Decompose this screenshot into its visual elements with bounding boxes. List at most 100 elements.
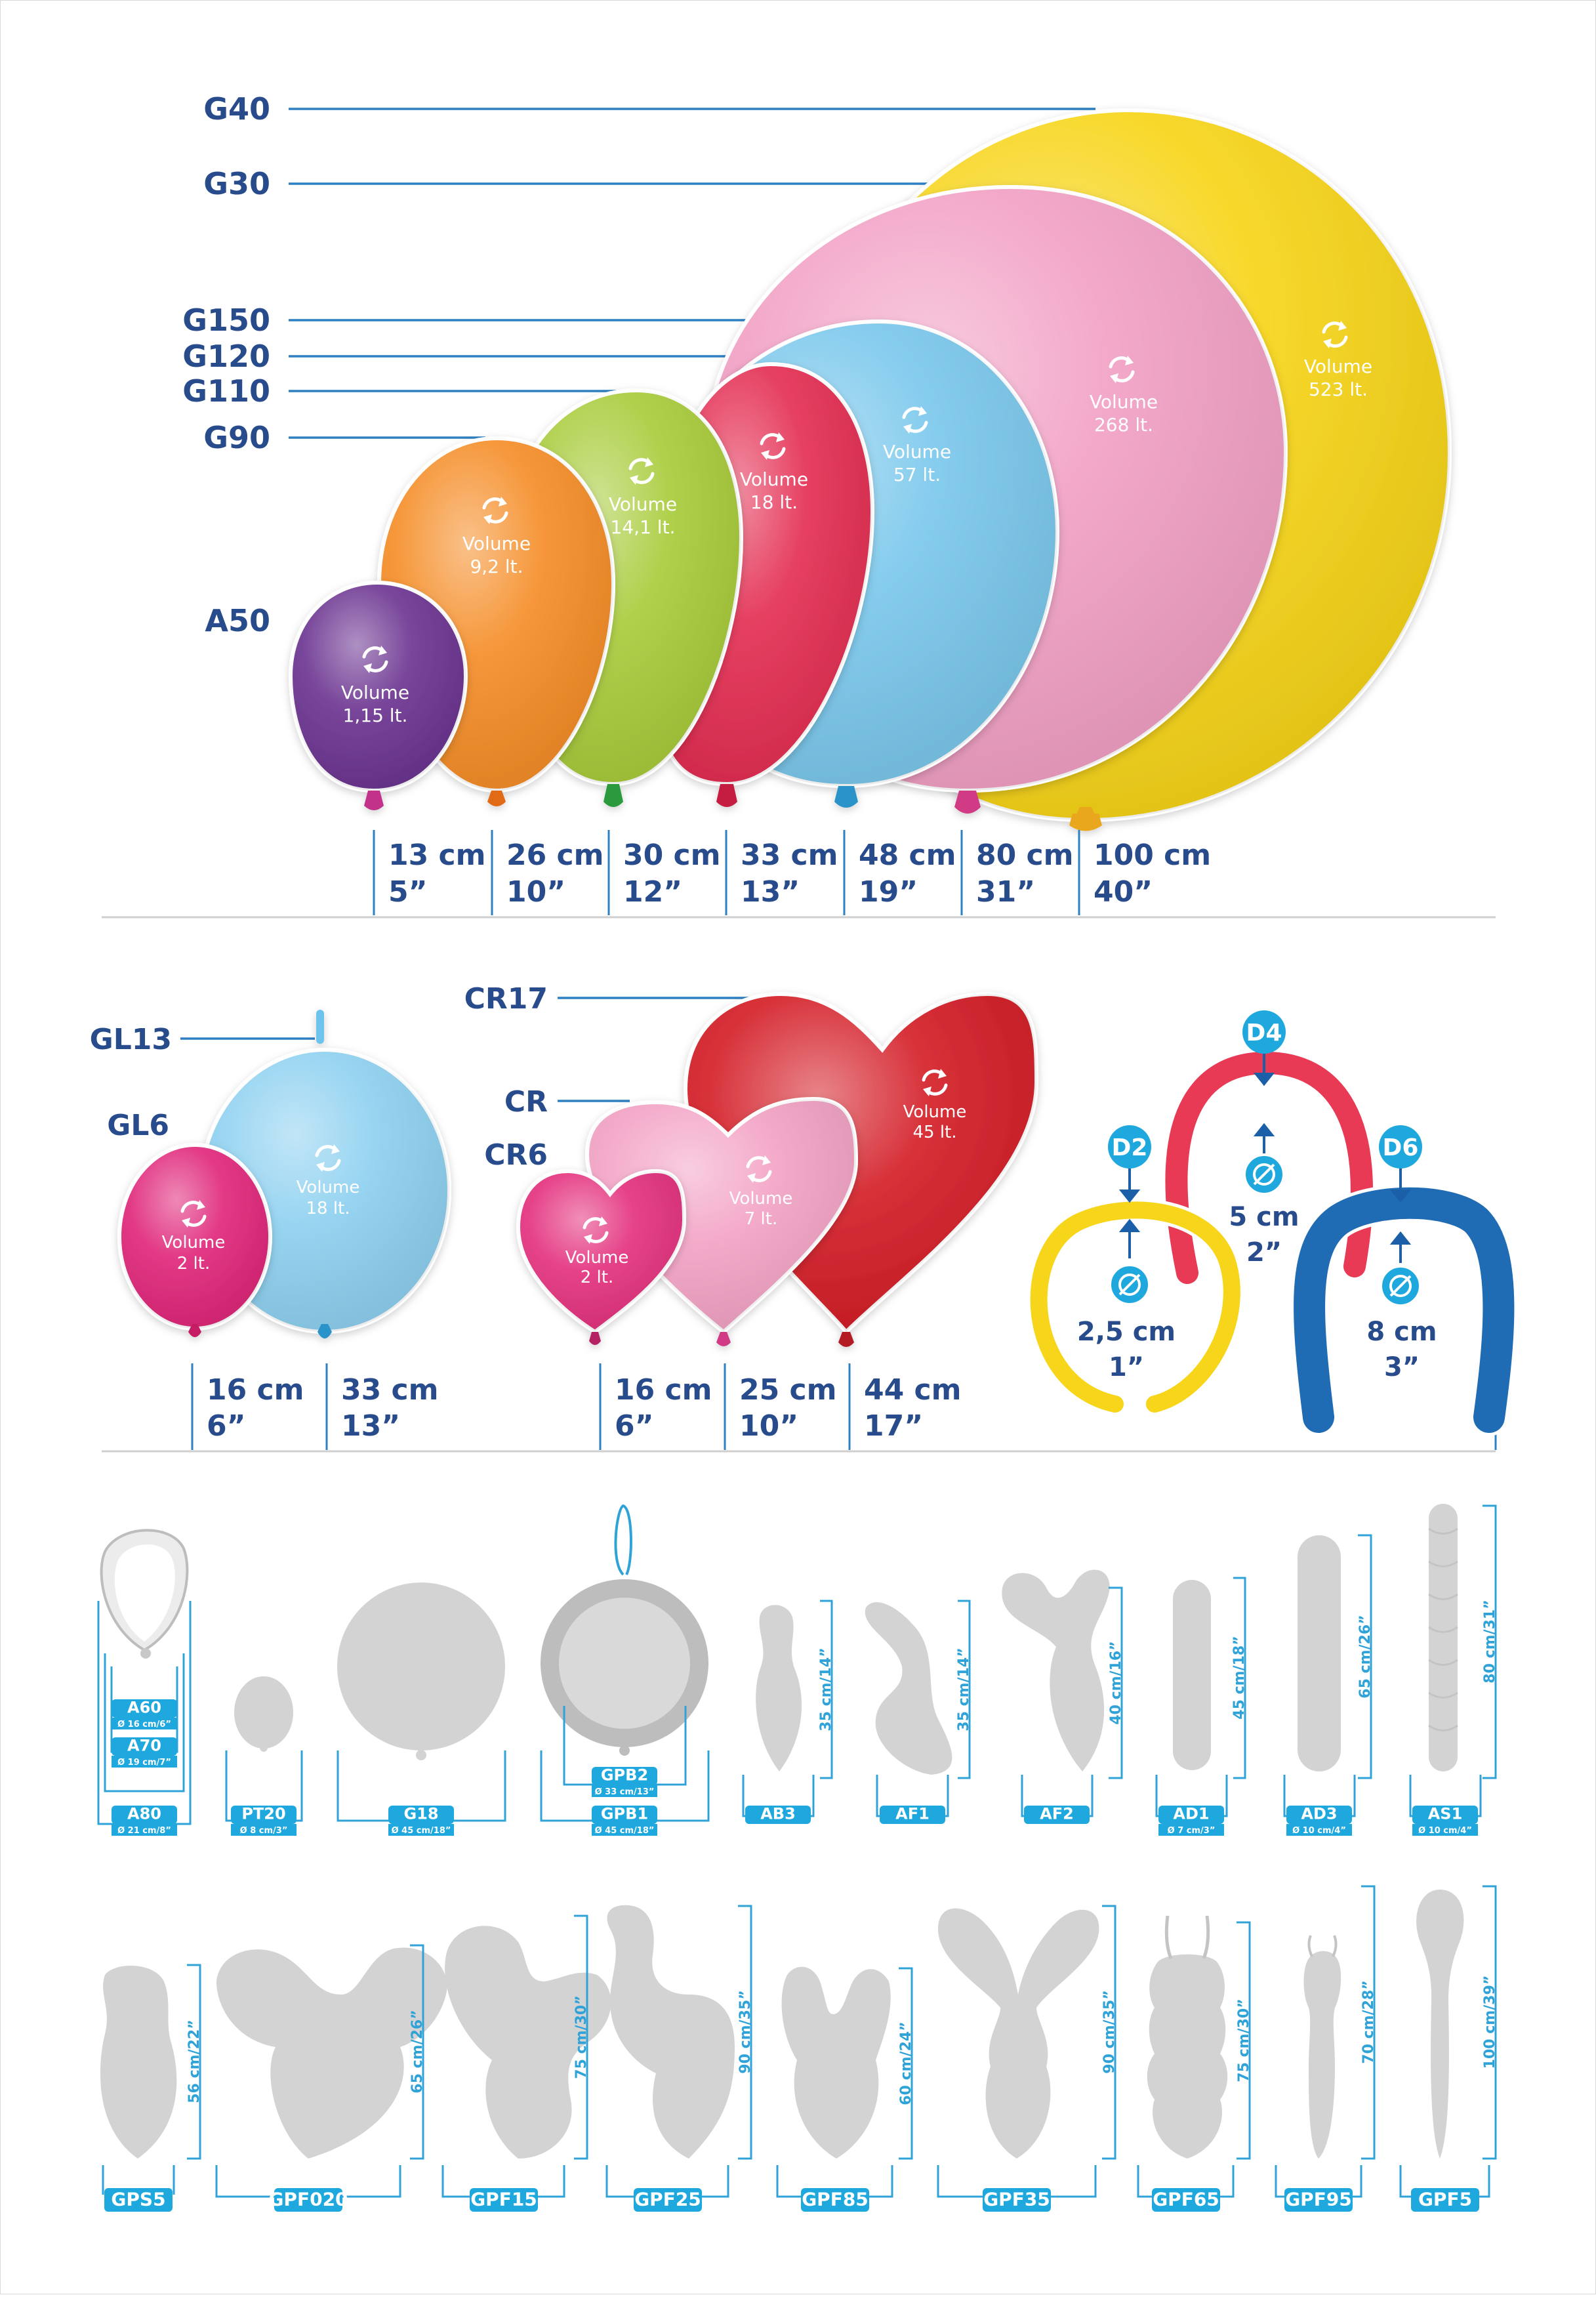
- size-cm: 30 cm: [623, 838, 720, 872]
- row4-badge: [274, 2188, 342, 2212]
- volume-label: Volume: [729, 1189, 793, 1209]
- length-label: 45 cm/18”: [1231, 1636, 1248, 1719]
- balloon-code: G120: [182, 339, 270, 374]
- balloon-code: CR: [504, 1085, 548, 1119]
- row4-label: GPS5: [111, 2189, 165, 2210]
- silhouette-GPS5: [100, 1966, 177, 2159]
- diameter-icon: [1380, 1265, 1422, 1307]
- row3-size-badge: [112, 1756, 177, 1768]
- volume-label: Volume: [565, 1248, 629, 1268]
- row3-label: AS1: [1428, 1805, 1463, 1823]
- length-label: 40 cm/16”: [1108, 1641, 1124, 1724]
- row4-label: GPF15: [470, 2189, 537, 2210]
- length-label: 65 cm/26”: [409, 2010, 426, 2093]
- silhouette-GPF85: [781, 1966, 891, 2159]
- row3-badge: [1158, 1806, 1224, 1824]
- silhouette-AB3: [756, 1605, 802, 1771]
- row3-size: Ø 8 cm/3”: [240, 1826, 288, 1836]
- size-inch: 10”: [739, 1409, 798, 1443]
- modelling-code: D4: [1246, 1020, 1282, 1046]
- row4-label: GPF65: [1153, 2189, 1219, 2210]
- balloon-CR6: [516, 1169, 687, 1345]
- volume-value: 523 lt.: [1309, 379, 1368, 400]
- code-guide-lines: [180, 997, 754, 1102]
- size-cm: 13 cm: [388, 838, 485, 872]
- volume-value: 2 lt.: [177, 1254, 211, 1273]
- volume-label: Volume: [1090, 391, 1158, 413]
- modelling-code: D2: [1112, 1134, 1148, 1161]
- size-cm: 33 cm: [341, 1373, 438, 1407]
- diameter-inch: 3”: [1384, 1352, 1420, 1382]
- row3-size: Ø 10 cm/4”: [1418, 1826, 1472, 1836]
- row3-size: Ø 19 cm/7”: [117, 1758, 171, 1768]
- size-cm: 25 cm: [739, 1373, 836, 1407]
- row3-label: A80: [127, 1805, 161, 1823]
- size-inch: 17”: [864, 1409, 923, 1443]
- row3-size-badge: [592, 1824, 657, 1836]
- row4-badge: [801, 2188, 869, 2212]
- size-inch: 13”: [341, 1409, 400, 1443]
- row3-size: Ø 45 cm/18”: [392, 1826, 451, 1836]
- row3-size-badge: [231, 1824, 297, 1836]
- modelling-code: D6: [1383, 1134, 1419, 1161]
- row3-badge: [1412, 1806, 1478, 1824]
- volume-value: 268 lt.: [1094, 414, 1153, 436]
- diameter-inch: 2”: [1246, 1237, 1282, 1268]
- size-cm: 16 cm: [207, 1373, 304, 1407]
- diameter-icon: [1243, 1153, 1285, 1195]
- size-cm: 33 cm: [741, 838, 838, 872]
- row3-label: GPB1: [601, 1805, 648, 1823]
- row4-badge: [1411, 2188, 1479, 2212]
- size-inch: 6”: [615, 1409, 654, 1443]
- silhouette-GPB: [541, 1504, 708, 1756]
- row4-label: GPF85: [802, 2189, 869, 2210]
- size-inch: 6”: [207, 1409, 246, 1443]
- row3-size: Ø 10 cm/4”: [1292, 1826, 1346, 1836]
- silhouette-GPF35: [938, 1908, 1099, 2159]
- balloon-A50: [288, 580, 468, 810]
- balloon-code: A50: [205, 603, 270, 638]
- size-tick-lines: [373, 830, 1080, 915]
- silhouette-GPF65: [1147, 1954, 1228, 2159]
- code-guide-lines: [289, 108, 1095, 439]
- row3-label: AD3: [1301, 1805, 1337, 1823]
- row3-size: Ø 16 cm/6”: [117, 1720, 171, 1729]
- row3-badge: [880, 1806, 945, 1824]
- shaped-balloons-row-2: [100, 1890, 1464, 2159]
- row4-label: GPF25: [634, 2189, 701, 2210]
- silhouette-A-series: [100, 1529, 189, 1659]
- row3-badge: [745, 1806, 811, 1824]
- row3-label: GPB2: [601, 1766, 648, 1785]
- size-cm: 48 cm: [859, 838, 956, 872]
- silhouette-G18: [337, 1583, 505, 1750]
- silhouette-GPF95: [1303, 1951, 1341, 2159]
- silhouette-AD1: [1173, 1580, 1211, 1770]
- size-cm: 80 cm: [976, 838, 1073, 872]
- row4-badge: [104, 2188, 173, 2212]
- row3-label: AD1: [1173, 1805, 1209, 1823]
- modelling-balloons: [1027, 1010, 1518, 1436]
- balloon-code: GL13: [90, 1023, 172, 1056]
- row3-size-badge: [1286, 1824, 1352, 1836]
- balloon-GL6: [117, 1143, 272, 1337]
- length-label: 90 cm/35”: [1101, 1990, 1118, 2073]
- volume-label: Volume: [883, 441, 951, 463]
- volume-label: Volume: [609, 493, 677, 515]
- diameter-icon: [1109, 1264, 1151, 1306]
- silhouette-AD3: [1298, 1535, 1341, 1771]
- row3-size-badge: [1158, 1824, 1224, 1836]
- row4-badge: [470, 2188, 538, 2212]
- diameter-cm: 8 cm: [1366, 1317, 1437, 1347]
- volume-value: 18 lt.: [750, 491, 798, 513]
- row4-badge: [1284, 2188, 1353, 2212]
- length-label: 35 cm/14”: [956, 1647, 972, 1731]
- size-inch: 12”: [623, 875, 682, 909]
- row3-size: Ø 45 cm/18”: [595, 1826, 655, 1836]
- row3-label: AF1: [895, 1805, 930, 1823]
- row3-size: Ø 21 cm/8”: [117, 1826, 171, 1836]
- length-label: 75 cm/30”: [1236, 1998, 1252, 2082]
- shaped-balloons-row-1: [100, 1504, 1458, 1775]
- size-tick-lines: [191, 1363, 1497, 1450]
- diameter-cm: 2,5 cm: [1077, 1317, 1176, 1347]
